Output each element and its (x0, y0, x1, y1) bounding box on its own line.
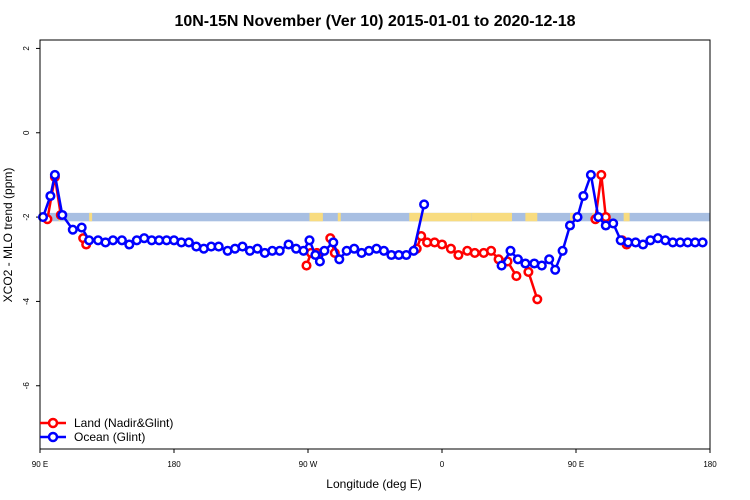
data-point-1-1-0 (496, 260, 507, 271)
data-point-0-4-8 (469, 247, 480, 258)
data-point-1-0-50 (408, 245, 419, 256)
data-point-1-1-27 (697, 237, 708, 248)
data-point-1-0-46 (378, 245, 389, 256)
data-point-1-0-42 (349, 243, 360, 254)
land-band-1 (89, 212, 93, 222)
y-tick-label-3: -4 (22, 297, 31, 305)
data-point-1-0-2 (49, 169, 60, 180)
x-axis-label: Longitude (deg E) (326, 477, 421, 491)
data-point-1-1-13 (593, 212, 604, 223)
data-point-1-0-28 (252, 243, 263, 254)
legend-entry-land: Land (Nadir&Glint) (40, 416, 173, 430)
data-point-1-1-9 (564, 220, 576, 231)
x-tick-label-4: 90 E (568, 460, 584, 469)
y-tick-label-1: 0 (22, 130, 31, 135)
data-point-1-0-51 (419, 199, 430, 210)
data-point-1-0-4 (67, 224, 78, 235)
data-point-1-0-9 (107, 235, 119, 246)
x-tick-label-3: 0 (440, 460, 445, 469)
data-point-1-1-15 (608, 218, 619, 229)
legend-entry-ocean: Ocean (Glint) (40, 430, 145, 444)
legend-label-ocean: Ocean (Glint) (74, 430, 145, 444)
data-point-0-5-1 (532, 294, 543, 305)
data-point-1-0-23 (213, 241, 224, 252)
land-band-2 (309, 212, 323, 222)
series-land (42, 169, 632, 305)
land-band-3 (337, 212, 341, 222)
chart-title: 10N-15N November (Ver 10) 2015-01-01 to … (174, 13, 575, 30)
data-point-1-0-49 (401, 249, 412, 261)
x-tick-label-2: 90 W (299, 460, 318, 469)
data-point-1-0-10 (116, 235, 127, 246)
data-point-1-1-3 (520, 258, 531, 269)
data-point-0-4-5 (445, 243, 456, 254)
x-axis: 90 E 180 90 W 0 90 E 180 (32, 449, 717, 469)
legend: Land (Nadir&Glint) Ocean (Glint) (40, 416, 173, 444)
data-point-1-1-11 (578, 190, 589, 202)
land-band-9 (623, 212, 630, 222)
data-point-1-0-11 (124, 239, 135, 250)
x-tick-label-5: 180 (703, 460, 717, 469)
x-tick-label-1: 180 (167, 460, 181, 469)
data-point-0-6-1 (596, 169, 607, 180)
series-layer (37, 169, 708, 305)
data-point-1-0-39 (328, 237, 339, 248)
data-point-1-0-3 (57, 209, 68, 221)
data-point-1-1-10 (572, 212, 583, 223)
data-point-1-0-5 (76, 222, 87, 233)
y-tick-label-4: -6 (22, 382, 31, 390)
x-tick-label-0: 90 E (32, 460, 48, 469)
data-point-1-1-12 (585, 169, 596, 180)
data-point-1-1-2 (512, 254, 523, 265)
legend-marker-land (47, 417, 59, 429)
data-point-0-5-0 (523, 266, 534, 277)
land-band-6 (525, 212, 538, 222)
data-point-1-0-35 (304, 235, 315, 246)
data-point-1-0-36 (310, 249, 321, 261)
y-axis: 2 0 -2 -4 -6 (22, 46, 40, 390)
data-point-0-4-13 (511, 271, 522, 282)
data-point-1-1-6 (544, 254, 555, 265)
data-point-1-0-37 (314, 256, 325, 267)
data-point-0-4-4 (436, 239, 448, 250)
y-axis-label: XCO2 - MLO trend (ppm) (1, 168, 15, 303)
data-point-1-0-34 (298, 245, 309, 256)
y-tick-label-0: 2 (22, 46, 31, 51)
y-tick-label-2: -2 (22, 213, 31, 221)
data-point-1-1-8 (557, 245, 568, 256)
data-point-1-1-7 (550, 264, 561, 275)
data-point-1-1-1 (505, 245, 516, 256)
data-point-1-0-6 (84, 235, 95, 246)
plot-frame (39, 39, 711, 450)
data-point-1-0-26 (237, 241, 248, 252)
data-point-1-0-32 (283, 239, 294, 250)
legend-label-land: Land (Nadir&Glint) (74, 416, 173, 430)
data-point-1-0-0 (37, 212, 49, 223)
data-point-0-4-6 (453, 249, 464, 261)
data-point-1-1-19 (637, 239, 649, 250)
data-point-0-4-10 (486, 245, 497, 256)
land-band-4 (409, 212, 472, 222)
land-band-5 (471, 212, 512, 222)
ocean-band (40, 212, 710, 222)
series-ocean (37, 169, 708, 275)
data-point-1-0-40 (334, 254, 345, 265)
data-point-1-0-31 (274, 245, 285, 256)
data-point-0-2-0 (301, 260, 312, 271)
data-point-1-1-5 (536, 260, 547, 271)
data-point-1-0-1 (45, 190, 56, 202)
legend-marker-ocean (47, 431, 59, 443)
data-point-1-0-19 (183, 237, 194, 248)
data-point-1-0-38 (319, 245, 330, 256)
